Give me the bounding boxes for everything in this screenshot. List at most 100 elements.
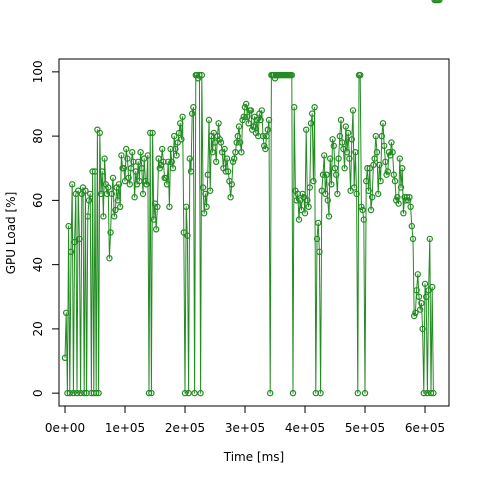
data-point (223, 155, 231, 162)
data-point (181, 389, 189, 397)
data-point (143, 181, 150, 188)
data-point (84, 213, 92, 220)
data-point (321, 152, 328, 159)
data-point (166, 203, 173, 210)
data-point (232, 148, 239, 156)
data-point (150, 216, 157, 223)
data-point (239, 116, 246, 124)
data-point (122, 145, 130, 153)
data-point (342, 123, 349, 130)
data-point (97, 190, 105, 198)
data-point (108, 190, 116, 198)
data-point (351, 184, 358, 191)
data-point (163, 181, 171, 188)
data-point (366, 164, 373, 172)
data-point (185, 389, 192, 397)
data-point (384, 168, 391, 175)
data-point (297, 197, 304, 204)
data-point (357, 71, 364, 79)
data-point (264, 126, 271, 133)
data-point (310, 177, 317, 185)
data-point (138, 164, 145, 172)
data-point (101, 155, 108, 162)
data-point (154, 203, 161, 210)
data-point (244, 113, 251, 121)
data-point (187, 168, 195, 175)
data-point (307, 120, 315, 127)
data-point (148, 389, 155, 397)
data-point (155, 155, 162, 162)
data-point (190, 103, 197, 111)
data-point (176, 120, 184, 127)
x-axis-label: Time [ms] (223, 450, 285, 464)
data-point (259, 132, 267, 140)
data-point (327, 155, 334, 162)
data-point (385, 148, 393, 156)
data-point (402, 197, 409, 204)
data-point (407, 203, 414, 210)
data-point (383, 171, 390, 178)
data-point (200, 209, 208, 217)
data-point (121, 177, 129, 185)
data-point (288, 71, 295, 79)
data-point (221, 145, 228, 153)
data-point (419, 325, 426, 333)
data-point (415, 293, 423, 300)
data-point (95, 389, 102, 397)
data-point (149, 129, 156, 137)
data-point (140, 155, 148, 162)
data-point (230, 155, 238, 162)
y-tick-label: 40 (31, 257, 45, 272)
data-point (359, 206, 366, 214)
data-point (309, 110, 316, 117)
data-point (329, 136, 336, 143)
data-point (106, 255, 113, 262)
data-point (238, 148, 245, 156)
data-point (104, 184, 112, 191)
data-point (436, 0, 443, 4)
data-point (144, 152, 151, 159)
data-point (400, 209, 407, 217)
data-point (317, 389, 324, 397)
data-point (126, 181, 134, 188)
y-tick-label: 100 (31, 60, 45, 83)
data-point (169, 164, 177, 172)
y-axis-label: GPU Load [%] (4, 192, 18, 275)
data-point (299, 190, 306, 198)
data-point (263, 132, 270, 140)
data-point (328, 181, 335, 188)
data-point (217, 139, 225, 146)
x-tick-label: 0e+00 (45, 421, 85, 435)
data-point (158, 145, 166, 153)
data-point (146, 129, 154, 137)
series-line (64, 74, 434, 394)
data-point (334, 190, 341, 198)
data-point (322, 190, 329, 198)
data-point (203, 203, 210, 210)
data-point (421, 280, 429, 288)
data-point (242, 100, 250, 108)
data-point (125, 174, 132, 182)
data-point (330, 142, 337, 149)
data-point (305, 203, 312, 210)
data-point (80, 389, 88, 397)
data-layer (61, 0, 443, 397)
data-point (336, 132, 343, 140)
data-point (267, 389, 274, 397)
data-point (381, 142, 388, 149)
data-point (162, 174, 169, 182)
y-tick-label: 60 (31, 193, 45, 208)
data-point (417, 306, 424, 313)
data-point (403, 193, 411, 201)
data-point (222, 168, 229, 175)
data-point (132, 168, 139, 175)
data-point (354, 389, 361, 397)
data-point (339, 139, 346, 146)
data-point (197, 389, 204, 397)
data-point (311, 103, 318, 111)
data-point (234, 132, 241, 140)
data-point (198, 71, 205, 79)
data-point (107, 229, 114, 236)
data-point (188, 110, 196, 117)
data-point (369, 193, 376, 201)
